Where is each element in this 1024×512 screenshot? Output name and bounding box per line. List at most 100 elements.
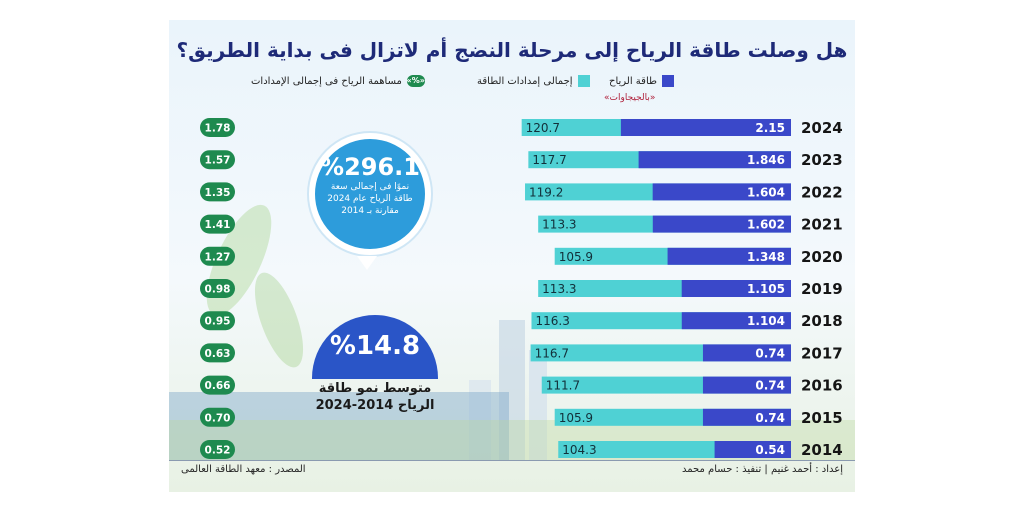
wind-bar xyxy=(702,408,791,426)
share-label: 0.52 xyxy=(205,445,231,457)
wind-label: 1.602 xyxy=(747,218,785,232)
footer-divider xyxy=(169,460,855,461)
growth-value: %296.1 xyxy=(320,153,420,181)
total-label: 105.9 xyxy=(559,250,593,264)
wind-bar xyxy=(681,280,791,297)
average-line2: الرياح 2014-2024 xyxy=(315,398,435,413)
wind-label: 1.104 xyxy=(747,314,785,328)
growth-line3: مقارنة بـ 2014 xyxy=(341,206,399,216)
year-label: 2018 xyxy=(801,312,843,330)
chart-row-2019: 113.3 1.105 2019 0.98 xyxy=(200,279,843,298)
chart-row-2016: 111.7 0.74 2016 0.66 xyxy=(200,375,843,395)
share-label: 0.98 xyxy=(205,284,231,296)
chart-row-2020: 105.9 1.348 2020 1.27 xyxy=(200,246,843,266)
share-badge xyxy=(200,150,235,170)
tower-1 xyxy=(499,320,525,460)
share-label: 0.63 xyxy=(205,348,231,360)
wind-bar xyxy=(652,183,791,201)
chart-row-2014: 104.3 0.54 2014 0.52 xyxy=(200,440,843,459)
share-label: 1.35 xyxy=(205,187,231,199)
chart-row-2021: 113.3 1.602 2021 1.41 xyxy=(200,214,843,234)
legend-total: إجمالى إمدادات الطاقة xyxy=(477,75,590,87)
legend-share-label: مساهمة الرياح فى إجمالى الإمدادات xyxy=(251,75,402,87)
share-label: 1.27 xyxy=(205,251,231,263)
wind-bar xyxy=(681,312,791,330)
total-label: 104.3 xyxy=(562,443,596,457)
total-label: 120.7 xyxy=(526,121,560,135)
total-label: 116.3 xyxy=(535,314,569,328)
wind-bar xyxy=(638,151,791,169)
footer-source: المصدر : معهد الطاقة العالمى xyxy=(181,464,306,475)
year-label: 2020 xyxy=(801,248,843,266)
share-label: 0.95 xyxy=(205,316,231,328)
share-badge xyxy=(200,407,235,427)
total-label: 119.2 xyxy=(529,185,563,199)
share-badge xyxy=(200,246,235,266)
share-badge xyxy=(200,214,235,234)
growth-line2: طاقة الرياح عام 2024 xyxy=(327,194,413,204)
wind-bar xyxy=(620,119,791,136)
share-badge xyxy=(200,375,235,395)
wind-label: 0.74 xyxy=(755,379,785,393)
wind-label: 2.15 xyxy=(755,121,785,135)
legend-wind-label: طاقة الرياح xyxy=(609,75,657,87)
wind-bar xyxy=(652,215,791,233)
share-label: 1.78 xyxy=(205,123,231,135)
year-label: 2019 xyxy=(801,280,843,298)
year-label: 2024 xyxy=(801,119,843,137)
chart-row-2022: 119.2 1.604 2022 1.35 xyxy=(200,182,843,202)
year-label: 2016 xyxy=(801,377,843,395)
bar-chart: 120.7 2.15 2024 1.78 117.7 1.846 2023 1.57 119.2… xyxy=(169,118,855,460)
share-label: 1.57 xyxy=(205,155,231,167)
wind-label: 0.74 xyxy=(755,411,785,425)
wind-bar xyxy=(667,247,791,265)
wind-label: 1.105 xyxy=(747,282,785,296)
chart-row-2024: 120.7 2.15 2024 1.78 xyxy=(200,118,843,137)
wind-bar xyxy=(702,376,791,394)
leaf-2 xyxy=(254,272,304,368)
share-badge xyxy=(200,440,235,459)
year-label: 2015 xyxy=(801,409,843,427)
chart-row-2023: 117.7 1.846 2023 1.57 xyxy=(200,150,843,170)
share-label: 0.70 xyxy=(205,412,231,424)
legend-share-badge: «%» xyxy=(406,75,425,87)
wind-label: 1.604 xyxy=(747,185,785,199)
total-label: 105.9 xyxy=(559,411,593,425)
wind-label: 1.846 xyxy=(747,153,785,167)
footer-credits: إعداد : أحمد غنيم | تنفيذ : حسام محمد xyxy=(682,464,843,475)
year-label: 2022 xyxy=(801,183,843,201)
legend-total-swatch xyxy=(577,75,590,87)
share-badge xyxy=(200,279,235,298)
wind-label: 1.348 xyxy=(747,250,785,264)
share-badge xyxy=(200,343,235,363)
wind-bar xyxy=(702,344,791,362)
year-label: 2017 xyxy=(801,344,843,362)
legend-share: «%» مساهمة الرياح فى إجمالى الإمدادات xyxy=(251,75,425,87)
unit-note: «بالجيجاوات» xyxy=(604,93,656,103)
chart-row-2018: 116.3 1.104 2018 0.95 xyxy=(200,311,843,331)
chart-row-2015: 105.9 0.74 2015 0.70 xyxy=(200,407,843,427)
share-label: 0.66 xyxy=(205,380,231,392)
share-badge xyxy=(200,118,235,137)
average-caption: متوسط نمو طاقة الرياح 2014-2024 xyxy=(312,380,438,414)
chart-rows: 120.7 2.15 2024 1.78 117.7 1.846 2023 1.57 119.2… xyxy=(200,118,843,459)
infographic-card: هل وصلت طاقة الرياح إلى مرحلة النضج أم ل… xyxy=(169,20,855,492)
legend-wind: طاقة الرياح xyxy=(609,75,674,87)
year-label: 2014 xyxy=(801,441,843,459)
growth-line1: نموًا فى إجمالى سعة xyxy=(330,182,410,192)
wind-bar xyxy=(714,441,791,458)
share-badge xyxy=(200,182,235,202)
wind-label: 0.74 xyxy=(755,346,785,360)
page-title: هل وصلت طاقة الرياح إلى مرحلة النضج أم ل… xyxy=(176,38,848,62)
bubble-pointer xyxy=(357,256,377,270)
legend-wind-swatch xyxy=(661,75,674,87)
chart-row-2017: 116.7 0.74 2017 0.63 xyxy=(200,343,843,363)
average-line1: متوسط نمو طاقة xyxy=(318,381,432,396)
year-label: 2021 xyxy=(801,216,843,234)
share-badge xyxy=(200,311,235,331)
tower-3 xyxy=(469,380,491,460)
total-label: 117.7 xyxy=(532,153,566,167)
wind-label: 0.54 xyxy=(755,443,785,457)
total-label: 116.7 xyxy=(535,346,569,360)
total-label: 111.7 xyxy=(546,379,580,393)
